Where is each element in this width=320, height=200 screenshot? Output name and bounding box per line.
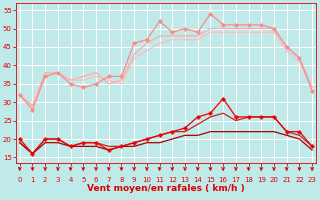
- X-axis label: Vent moyen/en rafales ( km/h ): Vent moyen/en rafales ( km/h ): [87, 184, 245, 193]
